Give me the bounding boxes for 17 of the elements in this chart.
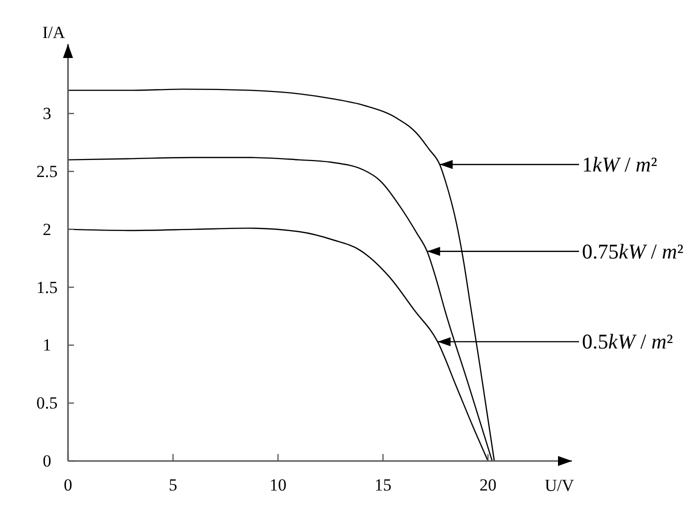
- y-tick-label: 0.5: [36, 394, 58, 413]
- x-tick-label: 5: [168, 476, 178, 494]
- y-tick-label: 2: [42, 220, 52, 239]
- x-tick-label: 15: [374, 476, 392, 494]
- x-tick-label: 20: [480, 476, 496, 494]
- y-tick-label: 2.5: [36, 162, 58, 181]
- y-tick-label: 0: [42, 452, 52, 470]
- y-axis-title: I/A: [42, 22, 66, 42]
- x-tick-label: 0: [64, 476, 72, 494]
- y-tick-label: 3: [42, 104, 52, 123]
- y-tick-label: 1: [42, 336, 52, 355]
- annotation: 0.75kW / m²: [582, 239, 684, 264]
- annotation: 0.5kW / m²: [582, 330, 673, 354]
- annotation: 1kW / m²: [582, 152, 658, 176]
- x-tick-label: 10: [270, 476, 286, 494]
- x-axis-title: U/V: [544, 476, 575, 494]
- y-tick-label: 1.5: [36, 278, 58, 297]
